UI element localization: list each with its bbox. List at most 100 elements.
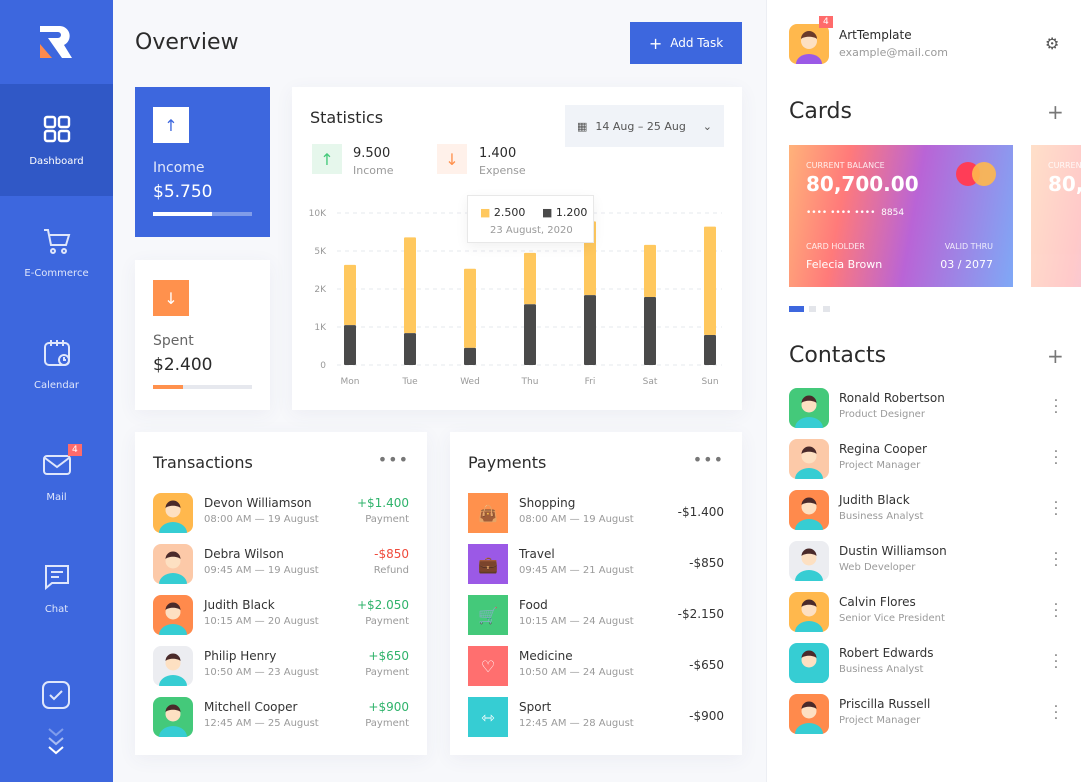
spent-value: $2.400 <box>153 355 213 375</box>
y-tick-label: 10K <box>309 209 327 219</box>
sidebar-item-mail[interactable]: Mail 4 <box>0 420 113 532</box>
chat-icon <box>44 564 69 590</box>
sidebar-label: Mail <box>46 491 67 503</box>
profile-avatar[interactable] <box>789 24 829 64</box>
avatar <box>153 493 193 533</box>
bag-icon: 👜 <box>468 493 508 533</box>
payment-row[interactable]: ♡ Medicine 10:50 AM — 24 August -$650 <box>468 646 724 686</box>
contact-row[interactable]: Regina Cooper Project Manager · · · <box>789 439 1059 479</box>
bar-expense <box>584 295 596 365</box>
transaction-row[interactable]: Devon Williamson 08:00 AM — 19 August +$… <box>153 493 409 533</box>
transaction-name: Philip Henry <box>204 649 277 663</box>
payment-row[interactable]: 🛒 Food 10:15 AM — 24 August -$2.150 <box>468 595 724 635</box>
payment-row[interactable]: 💼 Travel 09:45 AM — 21 August -$850 <box>468 544 724 584</box>
bar-income <box>404 237 416 334</box>
bar-expense <box>404 333 416 365</box>
tasks-icon[interactable] <box>41 680 71 710</box>
cart-icon <box>43 228 70 254</box>
avatar <box>153 595 193 635</box>
contact-row[interactable]: Priscilla Russell Project Manager · · · <box>789 694 1059 734</box>
date-range-select[interactable]: ▦ 14 Aug – 25 Aug ⌄ <box>565 105 724 147</box>
contact-row[interactable]: Robert Edwards Business Analyst · · · <box>789 643 1059 683</box>
bar-income <box>464 268 476 348</box>
bar-income <box>524 252 536 305</box>
contact-row[interactable]: Calvin Flores Senior Vice President · · · <box>789 592 1059 632</box>
contact-row[interactable]: Ronald Robertson Product Designer · · · <box>789 388 1059 428</box>
sidebar-label: Chat <box>44 603 69 615</box>
scroll-down-icon[interactable] <box>46 726 66 758</box>
avatar <box>153 646 193 686</box>
payment-amount: -$2.150 <box>677 607 724 621</box>
payment-row[interactable]: ⇿ Sport 12:45 AM — 28 August -$900 <box>468 697 724 737</box>
statistics-title: Statistics <box>310 108 384 127</box>
credit-card[interactable]: CURRENT BALANCE 80,700.00 •••• •••• ••••… <box>789 145 1013 287</box>
sidebar-item-ecommerce[interactable]: E-Commerce <box>0 196 113 308</box>
avatar <box>789 439 829 479</box>
spent-label: Spent <box>153 333 194 349</box>
profile-badge: 4 <box>819 16 833 28</box>
more-vertical-icon[interactable]: · · · <box>1053 546 1059 574</box>
logo-icon[interactable] <box>38 24 74 60</box>
contact-row[interactable]: Dustin Williamson Web Developer · · · <box>789 541 1059 581</box>
sidebar-item-dashboard[interactable]: Dashboard <box>0 84 113 196</box>
transaction-time: 10:50 AM — 23 August <box>204 667 319 678</box>
payment-time: 10:15 AM — 24 August <box>519 616 634 627</box>
payments-title: Payments <box>468 453 547 472</box>
transaction-row[interactable]: Philip Henry 10:50 AM — 23 August +$650 … <box>153 646 409 686</box>
payment-amount: -$650 <box>689 658 724 672</box>
x-tick-label: Wed <box>460 377 480 387</box>
sidebar-item-chat[interactable]: Chat <box>0 532 113 644</box>
transaction-type: Payment <box>365 514 409 525</box>
sidebar-item-calendar[interactable]: Calendar <box>0 308 113 420</box>
avatar <box>789 388 829 428</box>
payment-time: 08:00 AM — 19 August <box>519 514 634 525</box>
bar-income <box>344 264 356 326</box>
sidebar-label: E-Commerce <box>24 267 89 279</box>
transactions-title: Transactions <box>153 453 253 472</box>
income-progress <box>153 212 252 216</box>
tooltip-income: 2.500 <box>493 206 526 219</box>
add-task-button[interactable]: + Add Task <box>630 22 742 64</box>
balance-value: 80,700.00 <box>806 172 919 196</box>
payment-time: 09:45 AM — 21 August <box>519 565 634 576</box>
more-icon[interactable]: ••• <box>692 450 724 469</box>
transaction-time: 10:15 AM — 20 August <box>204 616 319 627</box>
more-vertical-icon[interactable]: · · · <box>1053 495 1059 523</box>
plus-icon: + <box>648 33 663 53</box>
transaction-amount: +$650 <box>368 649 409 663</box>
more-vertical-icon[interactable]: · · · <box>1053 597 1059 625</box>
transaction-time: 08:00 AM — 19 August <box>204 514 319 525</box>
more-icon[interactable]: ••• <box>377 450 409 469</box>
payment-name: Travel <box>519 547 555 561</box>
more-vertical-icon[interactable]: · · · <box>1053 699 1059 727</box>
statistics-card: Statistics ▦ 14 Aug – 25 Aug ⌄ ↑ 9.500 Inc… <box>292 87 742 410</box>
valid-label: VALID THRU <box>944 242 993 251</box>
payment-row[interactable]: 👜 Shopping 08:00 AM — 19 August -$1.400 <box>468 493 724 533</box>
stat-expense-value: 1.400 <box>479 146 517 161</box>
transaction-row[interactable]: Debra Wilson 09:45 AM — 19 August -$850 … <box>153 544 409 584</box>
carousel-dot[interactable] <box>823 306 830 312</box>
contact-row[interactable]: Judith Black Business Analyst · · · <box>789 490 1059 530</box>
contact-name: Robert Edwards <box>839 646 934 660</box>
add-contact-button[interactable]: + <box>1047 344 1064 368</box>
more-vertical-icon[interactable]: · · · <box>1053 648 1059 676</box>
contact-role: Senior Vice President <box>839 613 945 624</box>
more-vertical-icon[interactable]: · · · <box>1053 393 1059 421</box>
contact-name: Dustin Williamson <box>839 544 947 558</box>
transaction-row[interactable]: Mitchell Cooper 12:45 AM — 25 August +$9… <box>153 697 409 737</box>
transaction-row[interactable]: Judith Black 10:15 AM — 20 August +$2.05… <box>153 595 409 635</box>
carousel-dot[interactable] <box>809 306 816 312</box>
contact-role: Project Manager <box>839 715 921 726</box>
payment-name: Shopping <box>519 496 576 510</box>
arrow-up-icon: ↑ <box>153 107 189 143</box>
credit-card-next[interactable]: CURRENT BALANCE 80,700.00 <box>1031 145 1081 287</box>
carousel-dot-active[interactable] <box>789 306 804 312</box>
gear-icon[interactable]: ⚙ <box>1045 34 1060 53</box>
more-vertical-icon[interactable]: · · · <box>1053 444 1059 472</box>
transaction-type: Payment <box>365 616 409 627</box>
contact-name: Priscilla Russell <box>839 697 931 711</box>
add-card-button[interactable]: + <box>1047 100 1064 124</box>
avatar <box>789 592 829 632</box>
balance-value: 80,700.00 <box>1048 172 1081 196</box>
date-range-value: 14 Aug – 25 Aug <box>595 119 686 133</box>
